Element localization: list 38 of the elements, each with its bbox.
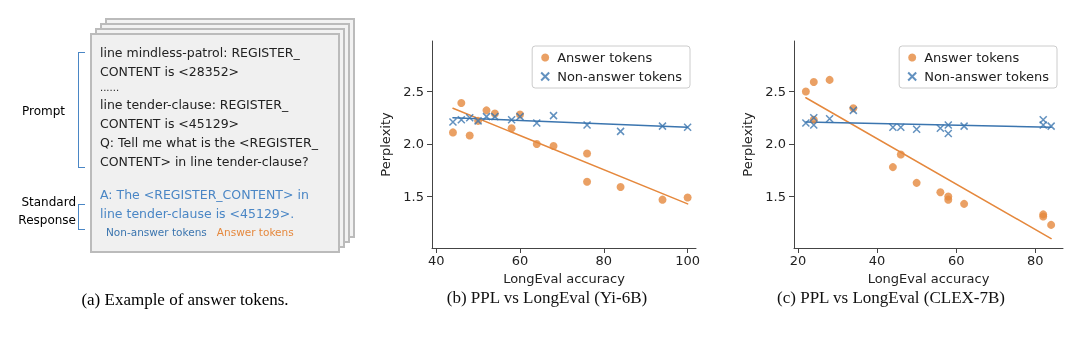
x-tick-label: 100 bbox=[675, 253, 701, 268]
text: Q: Tell me what is the <REGISTER_ bbox=[100, 134, 319, 152]
y-tick-label: 1.5 bbox=[765, 189, 786, 205]
x-axis-title: LongEval accuracy bbox=[503, 271, 626, 286]
text: Non-answer tokens bbox=[106, 225, 207, 240]
text: Standard Response bbox=[17, 194, 76, 229]
legend-label: Answer tokens bbox=[924, 50, 1020, 65]
y-tick-label: 1.5 bbox=[403, 189, 424, 205]
x-tick-label: 40 bbox=[868, 253, 886, 268]
text: A: The <REGISTER_CONTENT> in bbox=[100, 186, 310, 204]
text: line mindless-patrol: REGISTER_ bbox=[100, 44, 301, 62]
y-axis-title: Perplexity bbox=[740, 111, 756, 177]
text: (a) Example of answer tokens. bbox=[80, 290, 290, 310]
text: (c) PPL vs LongEval (CLEX-7B) bbox=[777, 288, 1005, 307]
y-tick-label: 2.0 bbox=[403, 136, 424, 152]
text: Prompt bbox=[22, 104, 66, 118]
y-tick-label: 2.5 bbox=[765, 83, 786, 99]
legend-label: Non-answer tokens bbox=[557, 69, 683, 84]
x-tick-label: 80 bbox=[595, 253, 613, 268]
text: line tender-clause: REGISTER_ bbox=[100, 96, 290, 114]
text: CONTENT> in line tender-clause? bbox=[100, 153, 310, 171]
legend-label: Non-answer tokens bbox=[924, 69, 1050, 84]
x-tick-label: 60 bbox=[511, 253, 529, 268]
y-tick-label: 2.0 bbox=[765, 136, 786, 152]
legend-label: Answer tokens bbox=[557, 50, 653, 65]
text: Answer tokens bbox=[216, 225, 294, 240]
x-tick-label: 60 bbox=[947, 253, 965, 268]
x-tick-label: 80 bbox=[1027, 253, 1044, 268]
text: line tender-clause is <45129>. bbox=[100, 205, 296, 223]
text: CONTENT is <45129> bbox=[100, 115, 241, 133]
text: ...... bbox=[100, 81, 121, 95]
text: CONTENT is <28352> bbox=[100, 63, 241, 81]
y-axis-title: Perplexity bbox=[378, 111, 394, 177]
x-tick-label: 40 bbox=[427, 253, 445, 268]
text: (b) PPL vs LongEval (Yi-6B) bbox=[446, 288, 648, 307]
x-axis-title: LongEval accuracy bbox=[867, 271, 990, 286]
x-tick-label: 20 bbox=[789, 253, 807, 268]
y-tick-label: 2.5 bbox=[403, 83, 424, 99]
